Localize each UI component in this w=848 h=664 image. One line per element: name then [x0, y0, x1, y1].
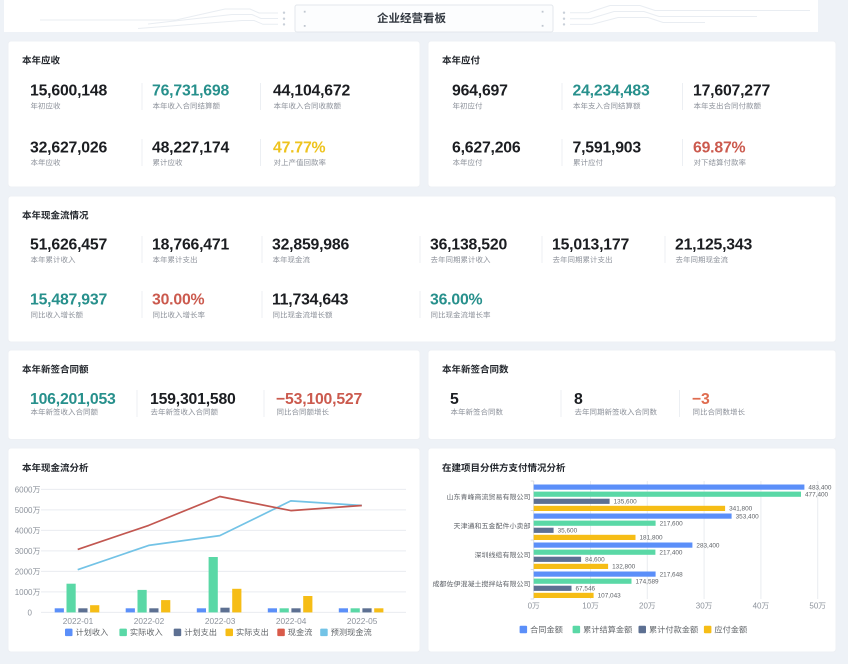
- svg-text:6,627,206: 6,627,206: [452, 139, 521, 156]
- svg-text:84,600: 84,600: [585, 557, 605, 564]
- svg-text:76,731,698: 76,731,698: [152, 83, 229, 100]
- svg-text:5: 5: [450, 391, 459, 408]
- svg-text:3000: 3000: [15, 547, 33, 556]
- svg-text:132,800: 132,800: [612, 564, 636, 571]
- svg-text:2022-05: 2022-05: [347, 616, 378, 626]
- svg-text:32,627,026: 32,627,026: [30, 139, 107, 156]
- svg-text:32,859,986: 32,859,986: [272, 236, 349, 253]
- svg-text:159,301,580: 159,301,580: [150, 391, 236, 408]
- svg-text:1000: 1000: [15, 588, 33, 597]
- svg-text:21,125,343: 21,125,343: [675, 236, 752, 253]
- svg-text:0: 0: [528, 601, 533, 610]
- svg-text:181,800: 181,800: [640, 535, 664, 542]
- svg-text:18,766,471: 18,766,471: [152, 236, 229, 253]
- svg-text:51,626,457: 51,626,457: [30, 236, 107, 253]
- svg-text:35,600: 35,600: [558, 528, 578, 535]
- svg-text:2022-03: 2022-03: [205, 616, 236, 626]
- svg-text:36,138,520: 36,138,520: [430, 236, 507, 253]
- svg-text:48,227,174: 48,227,174: [152, 139, 229, 156]
- svg-text:283,400: 283,400: [696, 542, 720, 549]
- svg-text:8: 8: [574, 391, 583, 408]
- svg-text:17,607,277: 17,607,277: [693, 83, 770, 100]
- svg-text:2000: 2000: [15, 567, 33, 576]
- svg-text:353,400: 353,400: [736, 513, 760, 520]
- svg-text:69.87%: 69.87%: [693, 139, 746, 156]
- svg-text:15,487,937: 15,487,937: [30, 292, 107, 309]
- svg-text:107,043: 107,043: [598, 593, 622, 600]
- svg-text:174,589: 174,589: [636, 579, 660, 586]
- svg-text:44,104,672: 44,104,672: [273, 83, 350, 100]
- svg-text:0: 0: [27, 608, 32, 617]
- svg-text:−3: −3: [692, 391, 710, 408]
- svg-text:67,546: 67,546: [576, 586, 596, 593]
- svg-text:217,600: 217,600: [660, 521, 684, 528]
- svg-text:5000: 5000: [15, 506, 33, 515]
- svg-text:106,201,053: 106,201,053: [30, 391, 116, 408]
- svg-text:15,013,177: 15,013,177: [552, 236, 629, 253]
- svg-text:7,591,903: 7,591,903: [573, 139, 642, 156]
- svg-text:217,648: 217,648: [660, 571, 684, 578]
- svg-text:30: 30: [696, 601, 705, 610]
- svg-text:2022-02: 2022-02: [134, 616, 165, 626]
- svg-text:47.77%: 47.77%: [273, 139, 326, 156]
- svg-text:6000: 6000: [15, 485, 33, 494]
- svg-text:24,234,483: 24,234,483: [573, 83, 650, 100]
- svg-text:10: 10: [582, 601, 591, 610]
- svg-text:4000: 4000: [15, 526, 33, 535]
- svg-text:135,600: 135,600: [614, 499, 638, 506]
- svg-text:341,800: 341,800: [729, 506, 753, 513]
- svg-text:964,697: 964,697: [452, 83, 508, 100]
- svg-text:20: 20: [639, 601, 648, 610]
- svg-text:30.00%: 30.00%: [152, 292, 205, 309]
- svg-text:40: 40: [753, 601, 762, 610]
- svg-text:11,734,643: 11,734,643: [272, 292, 349, 309]
- svg-text:36.00%: 36.00%: [430, 292, 483, 309]
- svg-text:483,400: 483,400: [808, 484, 832, 491]
- svg-text:217,400: 217,400: [659, 550, 683, 557]
- svg-text:2022-04: 2022-04: [276, 616, 307, 626]
- svg-text:2022-01: 2022-01: [63, 616, 94, 626]
- svg-text:477,400: 477,400: [805, 492, 829, 499]
- svg-text:50: 50: [809, 601, 818, 610]
- svg-text:15,600,148: 15,600,148: [30, 83, 107, 100]
- svg-text:−53,100,527: −53,100,527: [276, 391, 363, 408]
